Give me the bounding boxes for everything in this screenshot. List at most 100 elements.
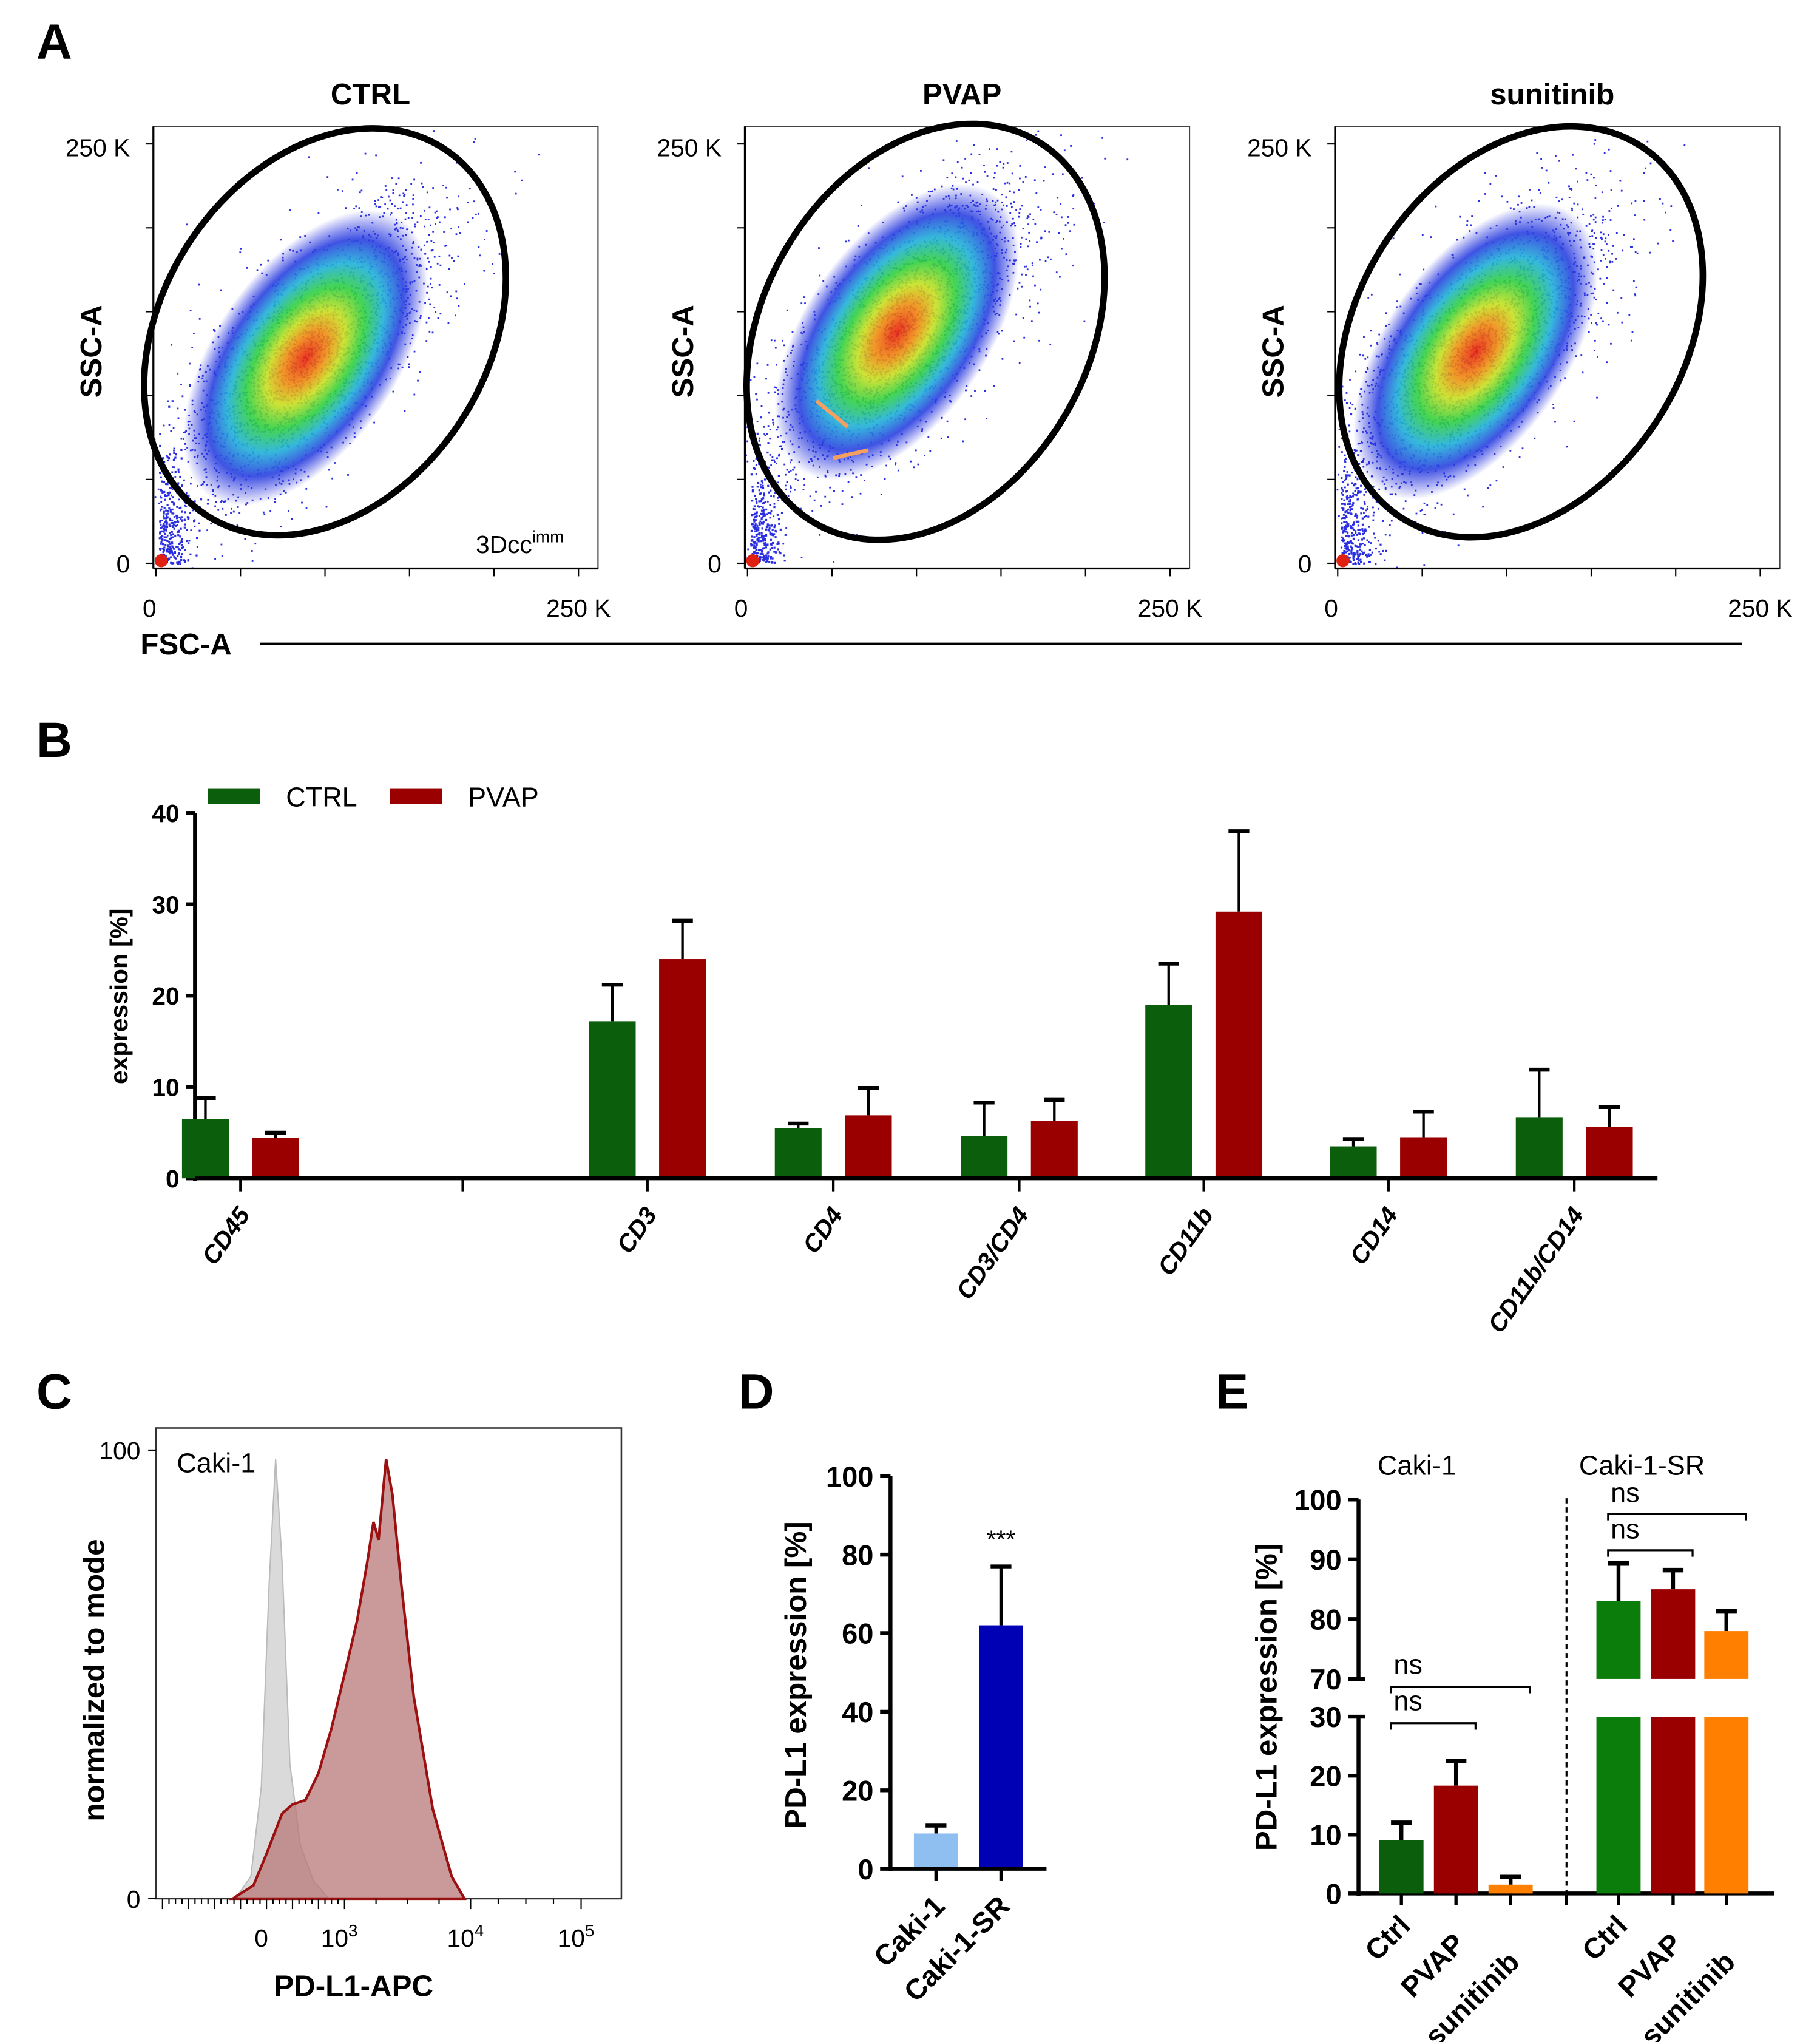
event-dot: [1010, 202, 1012, 205]
panel-letter-b: B: [36, 713, 72, 768]
debris-dot: [180, 506, 182, 509]
debris-dot: [169, 549, 172, 552]
debris-dot: [163, 524, 166, 527]
debris-dot: [181, 510, 183, 513]
event-dot: [180, 384, 182, 385]
event-dot: [1025, 274, 1027, 276]
event-dot: [263, 513, 266, 515]
event-dot: [1015, 313, 1018, 316]
event-dot: [951, 172, 953, 175]
event-dot: [767, 425, 770, 427]
event-dot: [897, 469, 899, 472]
event-dot: [280, 239, 282, 241]
event-dot: [442, 185, 444, 186]
event-dot: [1126, 158, 1129, 161]
event-dot: [244, 538, 246, 540]
event-dot: [194, 525, 196, 527]
event-dot: [929, 450, 932, 452]
debris-dot: [180, 449, 183, 452]
event-dot: [425, 340, 428, 342]
event-dot: [763, 433, 766, 435]
debris-dot: [182, 546, 184, 548]
event-dot: [160, 501, 163, 503]
event-dot: [168, 424, 171, 426]
debris-dot: [180, 516, 183, 518]
event-dot: [793, 466, 796, 469]
event-dot: [404, 410, 406, 412]
event-dot: [726, 405, 728, 407]
event-dot: [220, 289, 222, 291]
event-dot: [1067, 222, 1069, 224]
event-dot: [134, 523, 136, 524]
event-dot: [239, 251, 242, 254]
event-dot: [433, 242, 435, 243]
event-dot: [177, 524, 178, 526]
debris-dot: [172, 524, 175, 527]
debris-dot: [193, 520, 195, 523]
debris-dot: [186, 516, 189, 518]
event-dot: [1020, 246, 1022, 248]
event-dot: [819, 534, 821, 536]
debris-dot: [164, 521, 167, 524]
debris-dot: [166, 523, 168, 526]
event-dot: [91, 511, 93, 513]
event-dot: [430, 277, 432, 280]
event-dot: [1018, 189, 1020, 191]
event-dot: [996, 148, 998, 150]
event-dot: [784, 473, 787, 476]
event-dot: [123, 587, 125, 589]
panel-letter-a: A: [36, 15, 72, 70]
event-dot: [771, 459, 773, 461]
event-dot: [402, 201, 404, 203]
panel-letter-e: E: [1216, 1364, 1248, 1419]
event-dot: [430, 266, 432, 268]
debris-dot: [164, 532, 166, 535]
debris-dot: [168, 523, 171, 526]
debris-dot: [169, 518, 172, 521]
event-dot: [473, 141, 475, 143]
event-dot: [802, 489, 805, 491]
event-dot: [110, 529, 112, 531]
debris-dot: [170, 561, 172, 564]
debris-dot: [167, 481, 169, 484]
event-dot: [773, 503, 776, 505]
event-dot: [1019, 208, 1021, 210]
event-dot: [456, 208, 459, 211]
debris-dot: [169, 510, 172, 513]
debris-dot: [169, 552, 171, 555]
debris-dot: [165, 513, 167, 515]
event-dot: [455, 233, 458, 236]
event-dot: [732, 503, 734, 504]
debris-dot: [206, 503, 209, 505]
event-dot: [1034, 223, 1037, 225]
event-dot: [177, 372, 179, 375]
event-dot: [1104, 157, 1106, 160]
debris-dot: [167, 459, 169, 462]
debris-dot: [198, 529, 201, 532]
event-dot: [732, 516, 734, 518]
y-tick-label: 0: [117, 550, 130, 578]
debris-dot: [169, 497, 171, 500]
event-dot: [724, 457, 726, 459]
debris-dot: [175, 524, 177, 527]
event-dot: [158, 502, 160, 504]
debris-dot: [180, 538, 183, 540]
event-dot: [407, 217, 410, 219]
event-dot: [410, 183, 413, 185]
debris-dot: [162, 547, 164, 550]
event-dot: [1063, 238, 1064, 240]
event-dot: [962, 440, 964, 443]
event-dot: [358, 207, 360, 209]
event-dot: [790, 469, 792, 472]
event-dot: [910, 194, 913, 196]
event-dot: [773, 423, 774, 426]
debris-dot: [188, 540, 191, 542]
event-dot: [172, 496, 174, 498]
event-dot: [1060, 216, 1063, 219]
event-dot: [132, 467, 134, 469]
event-dot: [841, 503, 844, 505]
event-dot: [793, 489, 796, 491]
event-dot: [392, 192, 394, 194]
debris-dot: [158, 537, 161, 540]
debris-dot: [163, 507, 166, 509]
